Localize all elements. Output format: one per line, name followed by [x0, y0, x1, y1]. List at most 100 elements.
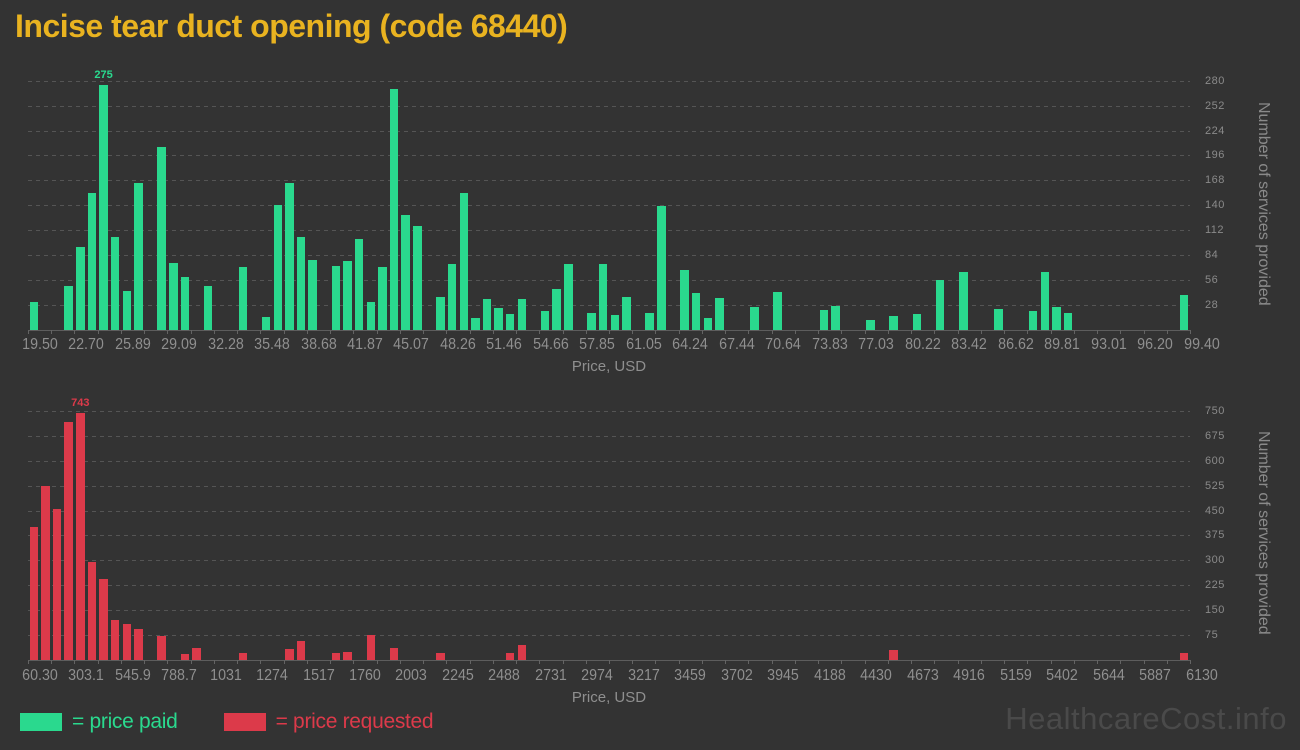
x-axis-tick [120, 660, 122, 664]
bar [308, 259, 317, 330]
x-axis-tick [562, 660, 564, 664]
x-tick-label: 4673 [906, 667, 939, 684]
x-tick-label: 67.44 [718, 336, 755, 353]
price-paid-swatch [20, 713, 62, 731]
bar [343, 651, 352, 660]
x-axis-tick [725, 660, 727, 664]
bar [157, 147, 166, 330]
bar [87, 192, 97, 330]
x-axis-tick [818, 660, 820, 664]
x-axis-tick [585, 660, 587, 664]
x-tick-label: 64.24 [672, 336, 709, 353]
x-axis-tick [957, 330, 959, 334]
x-axis-tick [28, 660, 29, 664]
peak-value-label: 275 [94, 69, 113, 82]
x-tick-label: 99.40 [1183, 336, 1220, 353]
x-axis-tick [120, 330, 122, 334]
bar [1179, 295, 1189, 330]
bar [959, 272, 968, 330]
x-axis-tick [864, 660, 866, 664]
x-axis-tick [167, 660, 169, 664]
bar [99, 85, 108, 330]
x-axis-tick [794, 330, 796, 334]
bar [238, 653, 248, 660]
y-tick-label: 375 [1205, 529, 1225, 542]
x-tick-label: 86.62 [997, 336, 1034, 353]
x-axis-tick [376, 330, 378, 334]
x-axis-tick [1004, 330, 1006, 334]
bar [436, 653, 445, 660]
bar [29, 302, 39, 330]
y-tick-label: 112 [1205, 224, 1225, 237]
x-tick-label: 19.50 [21, 336, 58, 353]
x-axis-tick [980, 330, 982, 334]
x-tick-label: 89.81 [1044, 336, 1081, 353]
x-tick-label: 83.42 [951, 336, 988, 353]
x-axis-tick [539, 660, 541, 664]
bar [261, 316, 271, 330]
gridline [28, 560, 1190, 562]
x-axis-tick [1097, 660, 1099, 664]
bar [680, 270, 689, 330]
x-tick-label: 5402 [1046, 667, 1079, 684]
x-axis-tick [260, 330, 262, 334]
x-axis-tick [911, 660, 913, 664]
x-tick-label: 38.68 [300, 336, 337, 353]
x-tick-label: 93.01 [1090, 336, 1127, 353]
bar [378, 266, 387, 330]
x-tick-label: 5644 [1092, 667, 1125, 684]
gridline [28, 435, 1190, 437]
x-axis-tick [887, 660, 889, 664]
y-tick-label: 150 [1205, 604, 1225, 617]
x-axis-tick [306, 660, 308, 664]
bar [1028, 311, 1038, 330]
price-requested-histogram: 750 675 600 525 450 375 300 225 150 75 743 [28, 397, 1224, 664]
x-axis-tick [423, 330, 425, 334]
bar [447, 264, 457, 330]
x-axis-tick [655, 330, 657, 334]
x-axis-tick [190, 330, 192, 334]
x-axis-tick [1190, 660, 1191, 664]
bar [285, 649, 294, 660]
gridline [28, 410, 1190, 412]
x-axis-tick [1004, 660, 1006, 664]
x-axis-tick [609, 660, 610, 664]
x-axis-tick [353, 330, 355, 334]
gridline [28, 585, 1190, 587]
x-axis-tick [423, 660, 425, 664]
x-tick-label: 303.1 [68, 667, 104, 684]
bar [180, 654, 190, 660]
bar [203, 286, 213, 330]
gridline [28, 230, 1190, 232]
y-tick-label: 225 [1205, 579, 1225, 592]
bar [366, 302, 376, 330]
x-axis-tick [701, 660, 703, 664]
bar [459, 192, 468, 330]
bar [994, 308, 1003, 330]
bar [413, 225, 422, 330]
x-axis-tick [678, 660, 680, 664]
x-axis-tick [655, 660, 657, 664]
bar [134, 183, 143, 330]
x-tick-label: 45.07 [393, 336, 430, 353]
gridline [28, 180, 1190, 182]
bar [1040, 272, 1049, 330]
x-tick-label: 61.05 [626, 336, 662, 353]
x-axis-tick [771, 330, 773, 334]
bar [912, 313, 922, 330]
x-axis-tick [1120, 660, 1122, 664]
y-tick-label: 450 [1205, 504, 1225, 517]
x-tick-label: 1274 [256, 667, 288, 684]
bar [110, 620, 120, 660]
bar [110, 236, 120, 330]
bar [64, 286, 73, 330]
x-tick-label: 788.7 [161, 667, 197, 684]
x-tick-label: 32.28 [207, 336, 244, 353]
y-tick-label: 280 [1205, 74, 1225, 87]
x-axis-tick [376, 660, 378, 664]
x-axis-tick [1166, 330, 1168, 334]
x-axis-tick [1143, 330, 1145, 334]
y-tick-label: 675 [1205, 429, 1225, 442]
x-axis-tick [492, 660, 494, 664]
y-tick-label: 56 [1205, 274, 1219, 287]
